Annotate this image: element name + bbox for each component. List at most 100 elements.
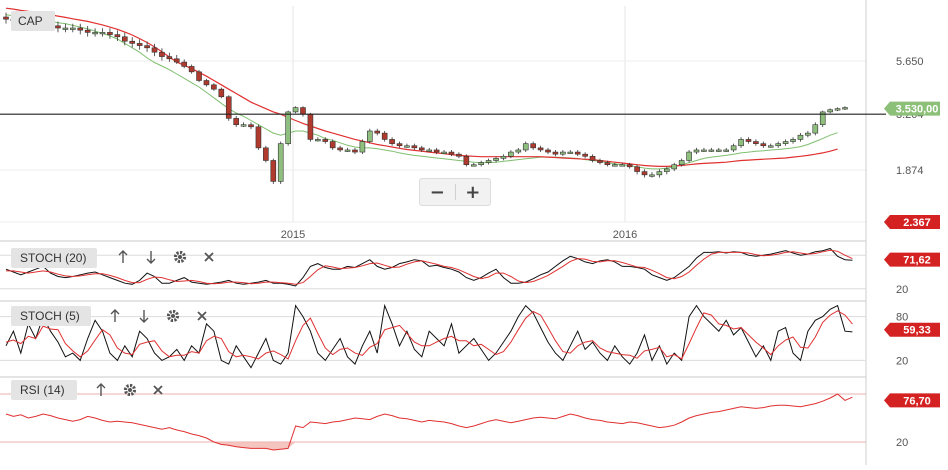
stoch20-k-line [5, 247, 853, 287]
year-tick-label: 2015 [281, 229, 305, 241]
stoch5-toolbar [110, 309, 207, 323]
candle [218, 87, 225, 99]
candle [708, 147, 715, 152]
candle [560, 150, 566, 157]
arrow-down-icon[interactable] [146, 251, 156, 264]
candle [99, 28, 106, 37]
candle [671, 162, 678, 172]
candle [589, 154, 596, 163]
candle [470, 162, 477, 167]
candle [418, 145, 425, 152]
candle [515, 147, 522, 155]
rsi-toolbar [96, 383, 163, 397]
candle [530, 141, 536, 150]
candle [463, 154, 470, 167]
candle [381, 130, 388, 142]
zoom-in-button[interactable]: + [465, 181, 481, 203]
close-icon[interactable] [204, 252, 214, 262]
rsi-tick-label: 20 [896, 437, 908, 449]
candle [842, 106, 848, 111]
candle [441, 150, 447, 155]
candle [211, 83, 217, 91]
candle [738, 137, 744, 148]
rsi-label-badge[interactable]: RSI (14) [11, 380, 77, 400]
candle [782, 139, 789, 146]
candle [834, 107, 841, 112]
zoom-out-button[interactable]: − [429, 181, 445, 203]
candle [819, 110, 826, 128]
candle [797, 133, 804, 142]
candle [173, 54, 180, 64]
candle [619, 162, 626, 167]
year-tick-label: 2016 [613, 229, 637, 241]
main-label-badge[interactable]: CAP [11, 11, 55, 31]
candle [188, 64, 195, 74]
candle [626, 162, 633, 169]
candle [396, 141, 403, 148]
candle [678, 158, 685, 167]
candle [277, 141, 284, 185]
candle [805, 130, 811, 138]
stoch5-panel-label: STOCH (5) [20, 309, 80, 323]
axis-labels: 5.6503.2041.8741.0792015201620802020 [281, 56, 924, 449]
stoch20-d-line [6, 249, 853, 285]
candle [582, 152, 588, 159]
stoch5-tick-label: 20 [896, 355, 908, 367]
zoom-control: − + [419, 178, 491, 206]
price-tick-label: 5.650 [896, 56, 924, 68]
candle [322, 137, 329, 144]
candle [597, 158, 603, 165]
moving-averages [5, 7, 838, 170]
candle [62, 23, 69, 33]
candle [344, 147, 351, 152]
arrow-down-icon[interactable] [139, 310, 149, 323]
candle [263, 145, 269, 163]
candle [641, 169, 648, 178]
candle [552, 150, 559, 157]
candle [84, 25, 91, 37]
candle [114, 30, 121, 41]
stoch20-value-flag: 71,62 [884, 252, 940, 267]
candle [812, 122, 819, 136]
candle [790, 137, 796, 144]
rsi-value-flag-text: 76,70 [903, 395, 931, 407]
candle [225, 95, 232, 121]
candle [448, 150, 455, 157]
candlesticks [3, 12, 848, 185]
zoom-divider [454, 184, 456, 200]
rsi-value-line [5, 393, 853, 451]
stoch20-value-flag-text: 71,62 [903, 255, 931, 267]
candle [433, 147, 440, 155]
candle [285, 110, 291, 146]
gear-icon[interactable] [166, 309, 180, 323]
candle [233, 115, 239, 128]
arrow-up-icon[interactable] [110, 309, 120, 322]
ma-long-flag: 2.367 [884, 215, 940, 229]
rsi-line [5, 393, 853, 451]
gear-icon[interactable] [123, 383, 137, 397]
ma-short-line [5, 14, 838, 170]
candle [3, 12, 9, 24]
stoch20-label-badge[interactable]: STOCH (20) [11, 248, 97, 268]
candle [166, 52, 173, 62]
arrow-up-icon[interactable] [118, 250, 128, 263]
candle [300, 106, 306, 117]
gear-icon[interactable] [173, 250, 187, 264]
price-panel[interactable] [0, 7, 886, 185]
candle [367, 128, 373, 144]
candle [723, 147, 730, 152]
stoch5-d-line [5, 310, 853, 360]
stoch5-label-badge[interactable]: STOCH (5) [11, 306, 91, 326]
arrow-up-icon[interactable] [96, 383, 106, 396]
candle [151, 43, 158, 57]
candle [701, 147, 707, 152]
main-panel-label: CAP [18, 14, 43, 28]
candle [292, 106, 299, 114]
close-icon[interactable] [153, 385, 163, 395]
last-price-flag: 3.530,00 [884, 101, 940, 116]
candle [664, 167, 670, 175]
stoch5-value-flag-text: 59,33 [903, 325, 931, 337]
candle [144, 41, 150, 52]
close-icon[interactable] [197, 311, 207, 321]
